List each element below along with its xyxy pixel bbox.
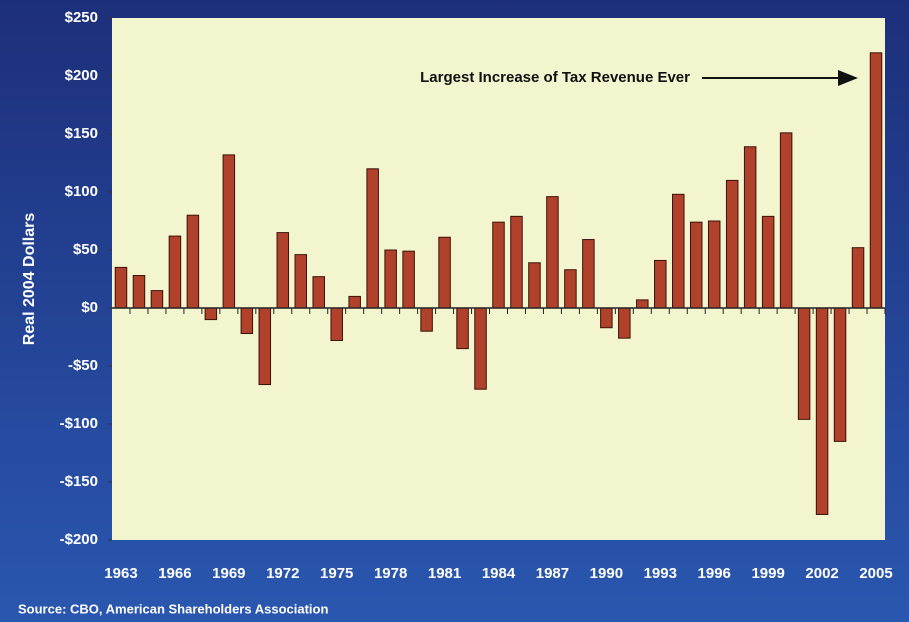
bar: [312, 276, 325, 309]
bar: [510, 215, 523, 309]
bar: [132, 275, 146, 309]
bar: [869, 52, 883, 309]
source: Source: CBO, American Shareholders Assoc…: [18, 601, 328, 616]
x-tick-label: 1993: [644, 565, 677, 582]
bar: [186, 214, 200, 309]
x-tick-label: 1975: [320, 565, 353, 582]
annotation: Largest Increase of Tax Revenue Ever: [420, 69, 690, 86]
bar: [114, 266, 128, 309]
bar: [366, 168, 379, 309]
y-tick-label: $200: [65, 67, 98, 84]
y-tick-label: -$150: [60, 473, 98, 490]
bar: [348, 295, 361, 309]
bar: [618, 307, 631, 339]
bar: [851, 247, 865, 309]
x-tick-label: 1978: [374, 565, 407, 582]
x-tick-label: 1966: [158, 565, 191, 582]
y-tick-label: -$50: [68, 357, 98, 374]
bar: [528, 262, 541, 309]
bar: [725, 179, 739, 309]
x-tick-label: 1990: [590, 565, 623, 582]
bar: [384, 249, 397, 309]
bar: [761, 215, 775, 309]
y-tick-label: $50: [73, 241, 98, 258]
bar: [815, 307, 829, 515]
bar: [582, 239, 595, 309]
bar: [456, 307, 469, 350]
y-tick-label: $250: [65, 9, 98, 26]
y-tick-label: -$100: [60, 415, 98, 432]
bar: [222, 154, 236, 309]
y-tick-label: $0: [81, 299, 98, 316]
bar: [330, 307, 343, 341]
bar: [168, 235, 182, 309]
bar: [564, 269, 577, 309]
x-tick-label: 1987: [536, 565, 569, 582]
x-tick-label: 1999: [751, 565, 784, 582]
bar: [402, 250, 415, 309]
bar: [654, 259, 667, 309]
bar: [546, 196, 559, 309]
bar: [474, 307, 487, 390]
bar: [258, 307, 272, 386]
bar: [420, 307, 433, 332]
y-tick-label: -$200: [60, 531, 98, 548]
bar: [779, 132, 793, 309]
bar: [797, 307, 811, 420]
bar: [492, 221, 505, 309]
x-tick-label: 1972: [266, 565, 299, 582]
y-tick-label: $150: [65, 125, 98, 142]
bar: [150, 290, 164, 309]
x-tick-label: 1996: [698, 565, 731, 582]
y-axis-label: Real 2004 Dollars: [21, 213, 38, 346]
y-tick-label: $100: [65, 183, 98, 200]
bar: [636, 299, 649, 309]
x-tick-label: 1969: [212, 565, 245, 582]
x-tick-label: 2002: [805, 565, 838, 582]
bar: [672, 193, 685, 309]
x-tick-label: 1981: [428, 565, 461, 582]
bar: [204, 307, 218, 321]
bar: [743, 146, 757, 309]
x-tick-label: 1963: [104, 565, 137, 582]
x-tick-label: 2005: [859, 565, 892, 582]
bar: [600, 307, 613, 329]
bar: [707, 220, 721, 309]
bar: [240, 307, 254, 335]
bar: [833, 307, 847, 442]
x-tick-label: 1984: [482, 565, 516, 582]
bar: [294, 254, 308, 309]
bar: [438, 236, 451, 309]
bar: [689, 221, 703, 309]
bar: [276, 232, 290, 309]
